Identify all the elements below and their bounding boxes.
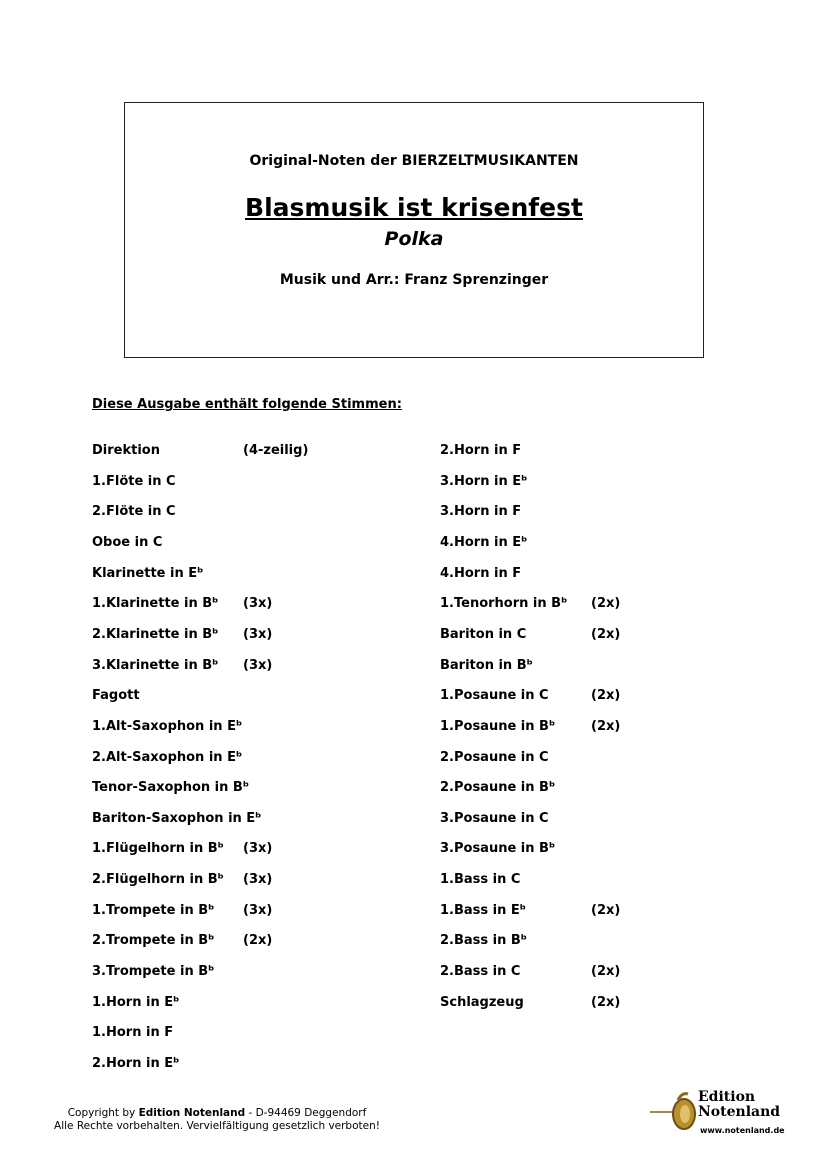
composer: Musik und Arr.: Franz Sprenzinger <box>279 272 549 288</box>
part-name: 1.Bass in C <box>440 872 521 888</box>
flugelhorn-icon <box>650 1092 696 1130</box>
part-name: 1.Flöte in C <box>92 473 176 489</box>
rights-notice: Alle Rechte vorbehalten. Vervielfältigun… <box>54 1120 380 1132</box>
part-name: 4.Horn in F <box>440 565 522 581</box>
part-name: 3.Posaune in C <box>440 810 549 826</box>
part-name: 3.Horn in F <box>440 504 522 520</box>
part-name: 3.Horn in Eᵇ <box>440 473 528 489</box>
part-name: 2.Bass in Bᵇ <box>440 933 528 949</box>
part-name: 2.Flöte in C <box>92 504 176 520</box>
part-name: 3.Trompete in Bᵇ <box>92 964 215 980</box>
part-name: 2.Posaune in C <box>440 749 549 765</box>
part-count: (2x) <box>591 994 621 1010</box>
part-count: (3x) <box>243 657 273 673</box>
part-count: (4-zeilig) <box>243 443 309 458</box>
part-count: (2x) <box>591 596 621 612</box>
part-name: 1.Alt-Saxophon in Eᵇ <box>92 718 243 734</box>
footer-copyright: Copyright by Edition Notenland - D-94469… <box>0 1107 434 1133</box>
part-name: Bariton in Bᵇ <box>440 657 533 673</box>
subtitle: Original-Noten der BIERZELTMUSIKANTEN <box>249 153 579 169</box>
part-name: Oboe in C <box>92 534 163 550</box>
part-name: 1.Klarinette in Bᵇ <box>92 596 219 612</box>
part-count: (2x) <box>591 902 621 918</box>
logo-url: www.notenland.de <box>700 1126 785 1135</box>
part-name: 2.Klarinette in Bᵇ <box>92 626 219 642</box>
part-name: 1.Trompete in Bᵇ <box>92 902 215 918</box>
part-name: 1.Flügelhorn in Bᵇ <box>92 841 224 857</box>
title-box: Original-Noten der BIERZELTMUSIKANTEN Bl… <box>124 102 704 358</box>
part-count: (2x) <box>243 933 273 949</box>
part-name: 1.Posaune in C <box>440 688 549 704</box>
part-count: (3x) <box>243 841 273 857</box>
part-name: 2.Trompete in Bᵇ <box>92 933 215 949</box>
part-name: 2.Horn in Eᵇ <box>92 1056 180 1071</box>
part-name: Klarinette in Eᵇ <box>92 565 204 581</box>
part-name: 2.Flügelhorn in Bᵇ <box>92 872 224 888</box>
part-name: Fagott <box>92 688 140 704</box>
part-name: Schlagzeug <box>440 994 524 1010</box>
part-name: 1.Horn in F <box>92 1025 174 1041</box>
part-name: 3.Klarinette in Bᵇ <box>92 657 219 673</box>
part-count: (3x) <box>243 626 273 642</box>
part-name: Bariton in C <box>440 626 527 642</box>
genre: Polka <box>384 228 444 250</box>
part-name: 2.Bass in C <box>440 964 521 980</box>
part-name: 3.Posaune in Bᵇ <box>440 841 556 857</box>
part-count: (2x) <box>591 626 621 642</box>
publisher: Edition Notenland <box>138 1107 246 1119</box>
parts-heading: Diese Ausgabe enthält folgende Stimmen: <box>92 397 402 412</box>
part-name: 1.Tenorhorn in Bᵇ <box>440 596 568 612</box>
copyright-prefix: Copyright by <box>67 1107 139 1119</box>
part-name: 1.Posaune in Bᵇ <box>440 718 556 734</box>
logo-line1: Edition <box>698 1089 756 1105</box>
part-count: (2x) <box>591 718 621 734</box>
part-name: Bariton-Saxophon in Eᵇ <box>92 810 262 826</box>
part-count: (2x) <box>591 964 621 980</box>
part-name: 1.Bass in Eᵇ <box>440 902 527 918</box>
part-name: 2.Alt-Saxophon in Eᵇ <box>92 749 243 765</box>
part-name: 2.Horn in F <box>440 443 522 458</box>
page-title: Blasmusik ist krisenfest <box>245 193 583 222</box>
part-name: 4.Horn in Eᵇ <box>440 534 528 550</box>
part-name: Direktion <box>92 443 160 458</box>
copyright-suffix: - D-94469 Deggendorf <box>245 1107 367 1119</box>
logo-line2: Notenland <box>698 1104 781 1120</box>
part-count: (3x) <box>243 902 273 918</box>
part-name: 1.Horn in Eᵇ <box>92 994 180 1010</box>
part-count: (2x) <box>591 688 621 704</box>
part-count: (3x) <box>243 872 273 888</box>
publisher-logo: Edition Notenland www.notenland.de <box>648 1089 785 1138</box>
part-count: (3x) <box>243 596 273 612</box>
part-name: Tenor-Saxophon in Bᵇ <box>92 780 250 796</box>
part-name: 2.Posaune in Bᵇ <box>440 780 556 796</box>
